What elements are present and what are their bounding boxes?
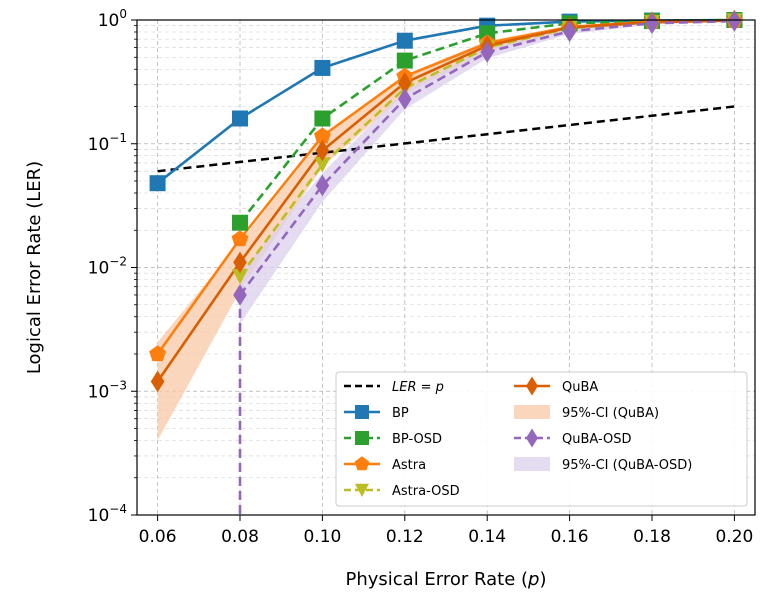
legend-marker-bp-osd (355, 431, 369, 445)
data-point-astra (231, 230, 249, 247)
x-tick-label: 0.18 (633, 527, 671, 547)
data-point-quba-osd (645, 12, 659, 35)
data-point-bp-osd (396, 52, 413, 69)
y-tick-label: 10−2 (88, 255, 127, 279)
data-point-bp-osd (232, 214, 248, 231)
data-point-quba (398, 72, 412, 94)
data-point-astra (149, 345, 166, 362)
data-point-astra-osd (232, 269, 248, 285)
x-tick-label: 0.12 (386, 527, 424, 547)
data-point-quba-osd (727, 10, 742, 32)
data-point-astra-osd (314, 157, 331, 173)
data-point-bp (314, 59, 331, 76)
data-point-quba (150, 370, 165, 393)
legend-marker-quba (526, 376, 538, 396)
legend-handle-ci-quba-osd (514, 457, 550, 471)
data-point-quba-osd (562, 20, 577, 43)
series-line-bp (156, 18, 735, 185)
data-point-bp (149, 175, 166, 192)
y-axis-title: Logical Error Rate (LER) (24, 161, 45, 374)
data-point-bp (396, 32, 413, 49)
y-tick-label: 10−1 (88, 131, 127, 155)
x-tick-label: 0.06 (139, 527, 177, 547)
series-markers (149, 9, 743, 393)
legend-label-bp: BP (392, 406, 409, 421)
data-point-quba-osd (315, 174, 330, 197)
legend-label-ci-quba-osd: 95%-CI (QuBA-OSD) (562, 458, 692, 473)
x-tick-label: 0.16 (551, 527, 589, 547)
x-axis-title: Physical Error Rate (p) (345, 569, 546, 590)
legend-label-reference: LER = p (392, 380, 444, 395)
legend-marker-astra-osd (355, 483, 369, 497)
legend-label-astra: Astra (392, 458, 426, 473)
legend: LER = p BP BP-OSD Astra Astra-OSD QuBA 95%-CI … (335, 371, 748, 507)
data-point-quba (233, 251, 247, 274)
data-point-quba (315, 139, 330, 162)
data-point-astra (314, 127, 331, 144)
x-tick-label: 0.08 (221, 527, 259, 547)
data-point-bp (232, 110, 248, 127)
legend-label-astra-osd: Astra-OSD (392, 484, 460, 499)
data-point-quba-osd (233, 284, 247, 306)
legend-marker-bp (355, 405, 369, 419)
data-point-quba-osd (480, 41, 494, 63)
series-line-quba (156, 19, 735, 383)
legend-label-bp-osd: BP-OSD (392, 432, 442, 447)
legend-label-quba-osd: QuBA-OSD (562, 432, 632, 447)
data-point-quba-osd (398, 88, 412, 110)
x-tick-label: 0.14 (468, 527, 506, 547)
x-tick-label: 0.20 (715, 527, 753, 547)
y-tick-label: 100 (98, 7, 127, 31)
legend-label-quba: QuBA (562, 380, 598, 395)
legend-label-ci-quba: 95%-CI (QuBA) (562, 406, 659, 421)
legend-marker-quba-osd (526, 428, 538, 448)
y-tick-label: 10−4 (88, 502, 127, 526)
ci-band-quba-osd (240, 20, 735, 324)
x-tick-label: 0.10 (303, 527, 341, 547)
data-point-bp-osd (314, 110, 331, 127)
legend-handle-ci-quba (514, 405, 550, 419)
reference-line-ler-equals-p (157, 105, 735, 173)
legend-marker-astra (354, 456, 370, 471)
axis-ticks: 0.06 0.08 0.10 0.12 0.14 0.16 0.18 0.20 10−4 10−3… (88, 7, 754, 547)
y-tick-label: 10−3 (88, 378, 127, 402)
